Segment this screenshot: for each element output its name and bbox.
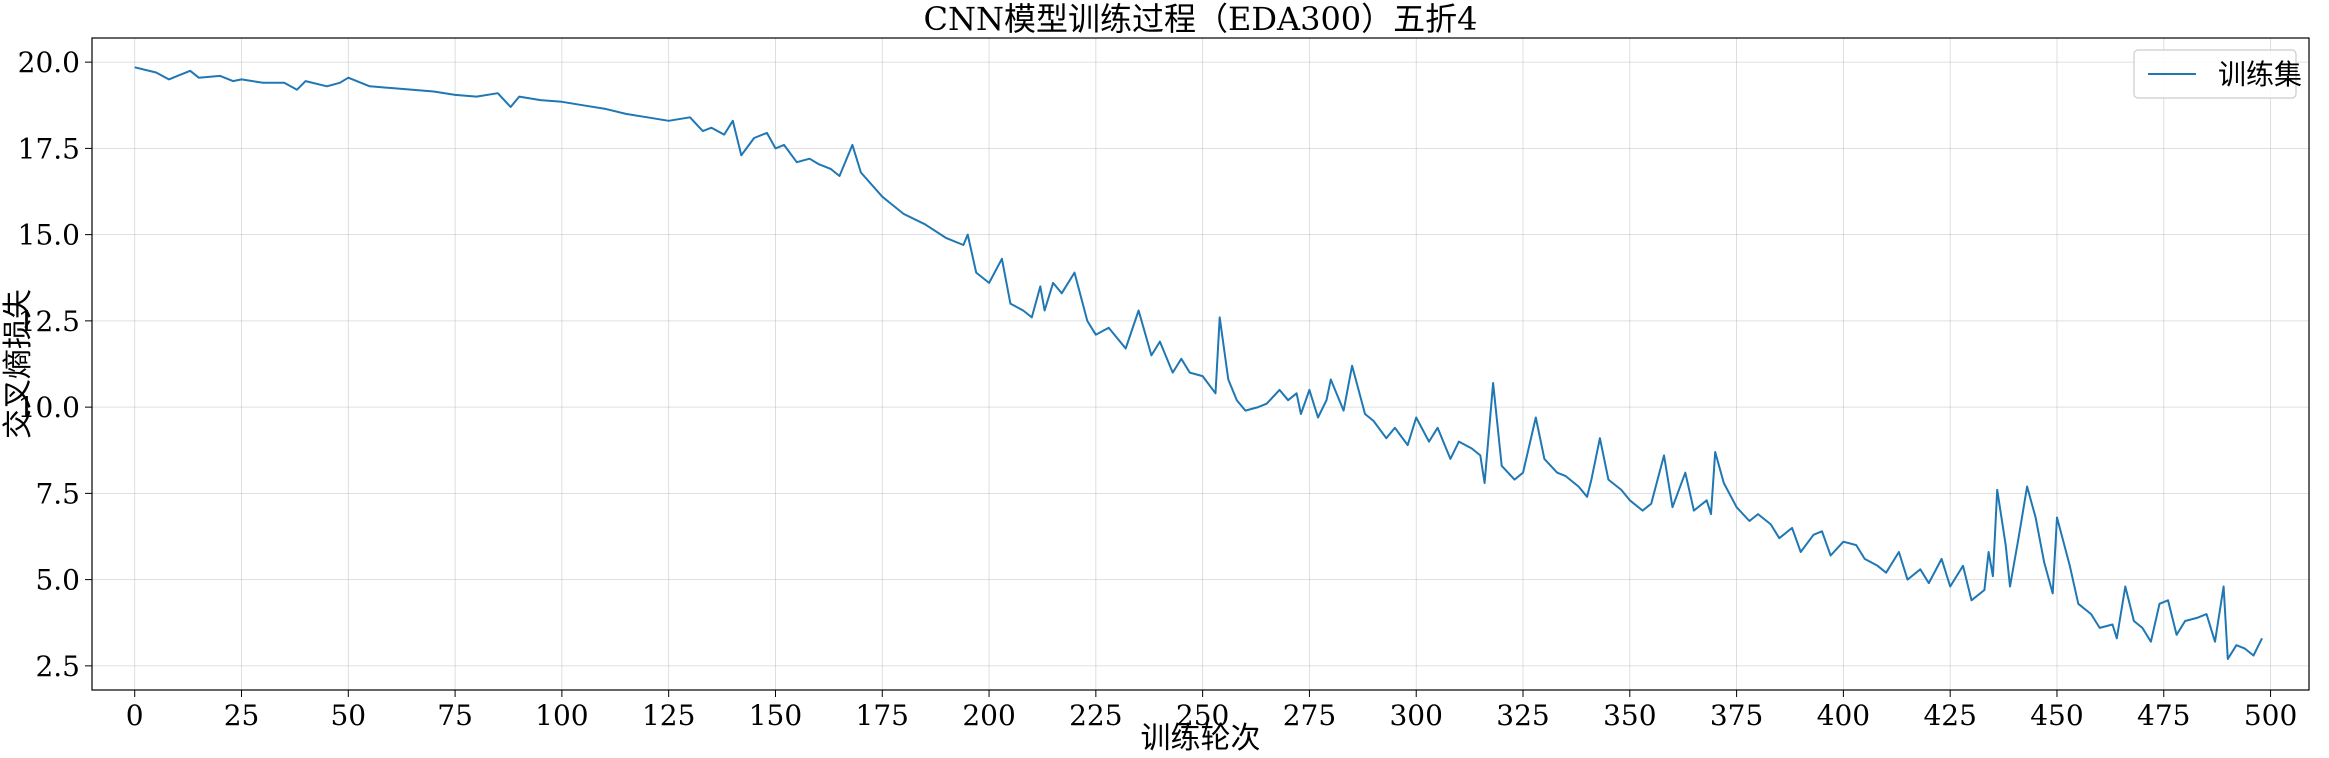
x-tick-label: 450 bbox=[2030, 699, 2083, 732]
y-tick-label: 15.0 bbox=[18, 219, 80, 252]
y-axis-title: 交叉熵损失 bbox=[1, 289, 36, 439]
chart-title: CNN模型训练过程（EDA300）五折4 bbox=[923, 0, 1477, 38]
x-tick-label: 25 bbox=[224, 699, 260, 732]
x-tick-label: 275 bbox=[1283, 699, 1336, 732]
x-tick-label: 425 bbox=[1923, 699, 1976, 732]
x-tick-label: 400 bbox=[1817, 699, 1870, 732]
y-tick-label: 20.0 bbox=[18, 46, 80, 79]
x-tick-label: 250 bbox=[1176, 699, 1229, 732]
y-tick-label: 7.5 bbox=[35, 477, 80, 510]
legend-label-train: 训练集 bbox=[2218, 58, 2302, 91]
x-tick-label: 175 bbox=[856, 699, 909, 732]
x-tick-label: 300 bbox=[1389, 699, 1442, 732]
x-tick-label: 375 bbox=[1710, 699, 1763, 732]
y-tick-label: 5.0 bbox=[35, 564, 80, 597]
x-tick-label: 200 bbox=[962, 699, 1015, 732]
x-tick-label: 0 bbox=[126, 699, 144, 732]
legend: 训练集 bbox=[2133, 49, 2302, 99]
x-tick-label: 125 bbox=[642, 699, 695, 732]
x-tick-label: 350 bbox=[1603, 699, 1656, 732]
series-line-train bbox=[134, 66, 2263, 660]
y-tick-label: 2.5 bbox=[35, 650, 80, 683]
axis-ticks: 0 25 50 75 100 125 150 175 200 225 250 275 300 325 350… bbox=[18, 46, 2298, 732]
x-tick-label: 100 bbox=[535, 699, 588, 732]
x-tick-label: 325 bbox=[1496, 699, 1549, 732]
legend-box bbox=[2133, 49, 2297, 99]
grid-lines bbox=[92, 38, 2309, 690]
x-axis-title: 训练轮次 bbox=[1141, 721, 1261, 756]
series-layer bbox=[134, 66, 2263, 660]
x-tick-label: 225 bbox=[1069, 699, 1122, 732]
y-tick-label: 10.0 bbox=[18, 391, 80, 424]
x-tick-label: 75 bbox=[437, 699, 473, 732]
x-tick-label: 475 bbox=[2137, 699, 2190, 732]
y-tick-label: 12.5 bbox=[18, 305, 80, 338]
x-tick-label: 500 bbox=[2244, 699, 2297, 732]
y-tick-label: 17.5 bbox=[18, 132, 80, 165]
x-tick-label: 50 bbox=[330, 699, 366, 732]
plot-area-frame bbox=[91, 37, 2310, 691]
x-tick-label: 150 bbox=[749, 699, 802, 732]
